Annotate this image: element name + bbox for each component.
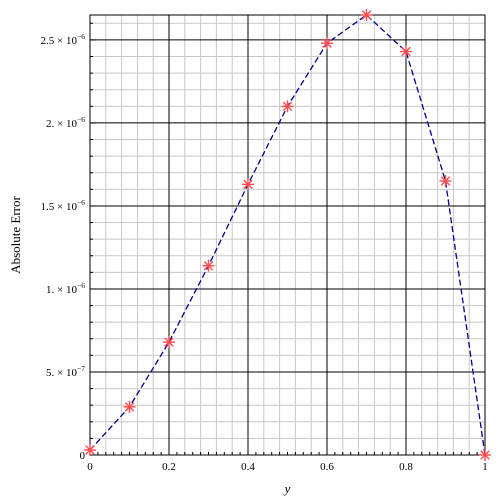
marker-stroke xyxy=(85,445,95,455)
y-tick-label: 1. × 10−6 xyxy=(46,281,85,296)
data-point-marker xyxy=(400,45,412,58)
data-point-marker xyxy=(360,9,373,21)
minor-grid xyxy=(90,15,485,455)
y-tick-label: 0 xyxy=(80,450,86,462)
marker-stroke xyxy=(203,260,214,271)
marker-stroke xyxy=(361,10,372,20)
x-tick-label: 0.2 xyxy=(162,461,176,473)
y-tick-label: 2.5 × 10−6 xyxy=(41,32,86,47)
marker-stroke xyxy=(322,38,332,48)
data-point-marker xyxy=(281,100,294,113)
y-tick-labels: 0 5. × 10−7 1. × 10−6 1.5 × 10−6 2. × 10−6 2.… xyxy=(41,32,86,462)
y-tick-label: 1.5 × 10−6 xyxy=(41,198,86,213)
axis-ticks xyxy=(89,22,486,456)
y-tick-label: 5. × 10−7 xyxy=(46,364,85,379)
x-tick-label: 0.6 xyxy=(320,461,334,473)
data-point-marker xyxy=(84,444,96,457)
series-layer xyxy=(84,9,491,461)
data-point-marker xyxy=(242,178,254,191)
data-point-marker xyxy=(202,259,215,272)
data-point-marker xyxy=(439,175,452,188)
x-tick-label: 1 xyxy=(482,461,488,473)
marker-stroke xyxy=(480,450,490,460)
x-tick-label: 0.4 xyxy=(241,461,255,473)
x-tick-labels: 0 0.2 0.4 0.6 0.8 1 xyxy=(87,461,488,473)
x-tick-label: 0.8 xyxy=(399,461,413,473)
marker-stroke xyxy=(124,402,135,412)
x-tick-label: 0 xyxy=(87,461,93,473)
marker-stroke xyxy=(282,101,293,112)
y-axis-label: Absolute Error xyxy=(8,196,23,274)
y-tick-label: 2. × 10−6 xyxy=(46,115,85,130)
data-point-marker xyxy=(321,37,333,50)
marker-stroke xyxy=(164,337,174,347)
marker-stroke xyxy=(401,46,411,57)
marker-stroke xyxy=(243,179,253,190)
data-point-marker xyxy=(479,449,491,461)
marker-stroke xyxy=(440,176,451,186)
data-point-marker xyxy=(123,400,136,413)
x-axis-label: y xyxy=(283,481,291,496)
data-point-marker xyxy=(163,336,175,349)
